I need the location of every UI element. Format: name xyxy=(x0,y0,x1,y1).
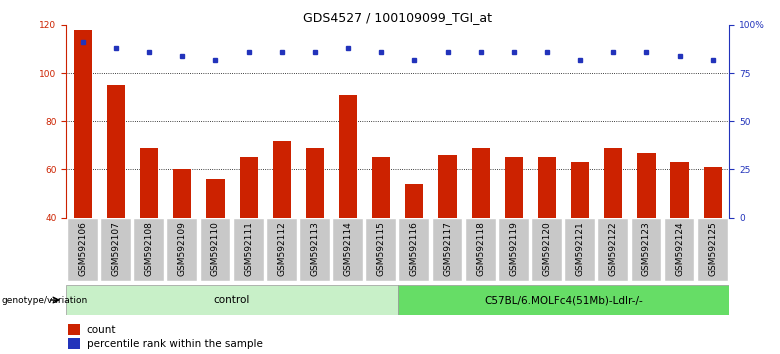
Text: GSM592113: GSM592113 xyxy=(310,221,320,276)
Text: GSM592120: GSM592120 xyxy=(542,221,551,276)
Text: GSM592114: GSM592114 xyxy=(343,221,353,276)
Bar xyxy=(273,141,291,218)
Text: GSM592115: GSM592115 xyxy=(377,221,386,276)
Bar xyxy=(406,184,424,218)
Text: control: control xyxy=(214,295,250,305)
Bar xyxy=(538,158,556,218)
Bar xyxy=(207,179,225,218)
Text: GSM592119: GSM592119 xyxy=(509,221,519,276)
Bar xyxy=(671,162,689,218)
Bar xyxy=(399,219,429,281)
Bar xyxy=(234,219,264,281)
Bar xyxy=(168,219,197,281)
Bar xyxy=(267,219,296,281)
Bar xyxy=(472,148,490,218)
Bar xyxy=(698,219,728,281)
Bar xyxy=(68,324,80,335)
Bar xyxy=(66,285,398,315)
Text: GSM592107: GSM592107 xyxy=(112,221,121,276)
Title: GDS4527 / 100109099_TGI_at: GDS4527 / 100109099_TGI_at xyxy=(303,11,492,24)
Text: GSM592121: GSM592121 xyxy=(576,221,585,276)
Bar xyxy=(372,158,390,218)
Text: GSM592117: GSM592117 xyxy=(443,221,452,276)
Bar xyxy=(571,162,589,218)
Bar xyxy=(367,219,396,281)
Bar xyxy=(438,155,456,218)
Bar xyxy=(339,95,357,218)
Text: GSM592124: GSM592124 xyxy=(675,221,684,276)
Bar xyxy=(598,219,628,281)
Bar xyxy=(398,285,729,315)
Text: count: count xyxy=(87,325,116,335)
Text: percentile rank within the sample: percentile rank within the sample xyxy=(87,339,262,349)
Bar xyxy=(68,338,80,349)
Text: GSM592118: GSM592118 xyxy=(476,221,485,276)
Text: GSM592108: GSM592108 xyxy=(144,221,154,276)
Text: GSM592109: GSM592109 xyxy=(178,221,187,276)
Bar xyxy=(140,148,158,218)
Bar xyxy=(300,219,330,281)
Text: GSM592125: GSM592125 xyxy=(708,221,718,276)
Text: GSM592122: GSM592122 xyxy=(608,221,618,276)
Text: GSM592110: GSM592110 xyxy=(211,221,220,276)
Bar xyxy=(665,219,694,281)
Bar xyxy=(604,148,622,218)
Bar xyxy=(632,219,661,281)
Bar xyxy=(333,219,363,281)
Bar xyxy=(101,219,131,281)
Bar xyxy=(433,219,463,281)
Bar xyxy=(499,219,529,281)
Bar xyxy=(173,170,191,218)
Text: GSM592116: GSM592116 xyxy=(410,221,419,276)
Bar xyxy=(466,219,495,281)
Text: C57BL/6.MOLFc4(51Mb)-Ldlr-/-: C57BL/6.MOLFc4(51Mb)-Ldlr-/- xyxy=(484,295,643,305)
Bar xyxy=(637,153,655,218)
Text: GSM592112: GSM592112 xyxy=(277,221,286,276)
Bar xyxy=(74,30,92,218)
Bar xyxy=(566,219,595,281)
Text: GSM592106: GSM592106 xyxy=(78,221,87,276)
Bar xyxy=(200,219,230,281)
Bar xyxy=(505,158,523,218)
Bar xyxy=(239,158,257,218)
Text: GSM592111: GSM592111 xyxy=(244,221,254,276)
Bar xyxy=(107,85,125,218)
Bar xyxy=(306,148,324,218)
Bar xyxy=(704,167,722,218)
Bar xyxy=(532,219,562,281)
Bar xyxy=(68,219,98,281)
Bar xyxy=(134,219,164,281)
Text: GSM592123: GSM592123 xyxy=(642,221,651,276)
Text: genotype/variation: genotype/variation xyxy=(2,296,87,304)
